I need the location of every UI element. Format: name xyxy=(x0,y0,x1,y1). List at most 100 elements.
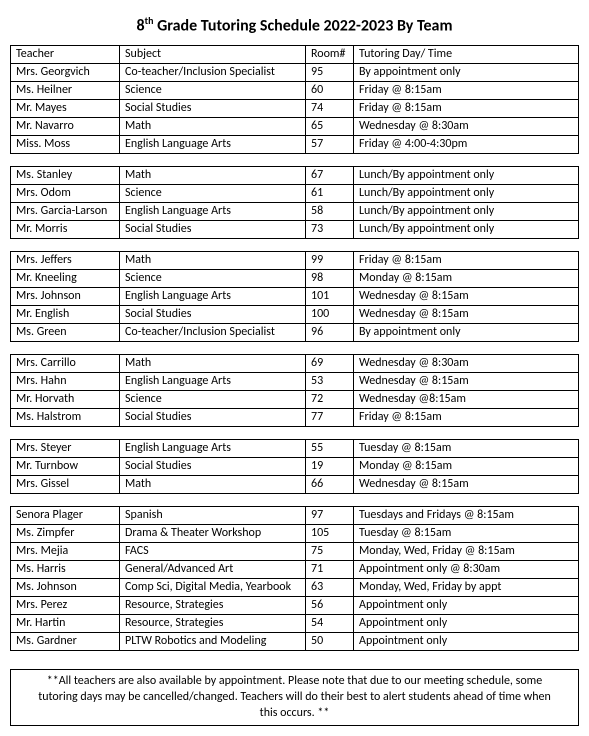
table-cell: 72 xyxy=(306,391,354,409)
table-cell: Friday @ 8:15am xyxy=(354,100,579,118)
table-cell: 74 xyxy=(306,100,354,118)
table-cell: Ms. Zimpfer xyxy=(11,525,120,543)
table-cell: Math xyxy=(120,252,306,270)
table-cell: Ms. Green xyxy=(11,324,120,342)
table-cell: Mr. Kneeling xyxy=(11,270,120,288)
table-cell: 66 xyxy=(306,476,354,494)
table-cell: Lunch/By appointment only xyxy=(354,221,579,239)
group-gap xyxy=(11,239,579,252)
table-cell: 65 xyxy=(306,118,354,136)
table-cell: Mrs. Johnson xyxy=(11,288,120,306)
table-cell: Ms. Gardner xyxy=(11,633,120,651)
table-cell: English Language Arts xyxy=(120,136,306,154)
table-cell: 75 xyxy=(306,543,354,561)
group-gap xyxy=(11,154,579,167)
table-cell: 57 xyxy=(306,136,354,154)
table-row: Mrs. MejiaFACS75Monday, Wed, Friday @ 8:… xyxy=(11,543,579,561)
table-cell: By appointment only xyxy=(354,324,579,342)
table-cell: 73 xyxy=(306,221,354,239)
table-cell: Mrs. Jeffers xyxy=(11,252,120,270)
table-cell: Monday, Wed, Friday @ 8:15am xyxy=(354,543,579,561)
table-cell: Mrs. Carrillo xyxy=(11,355,120,373)
table-cell: 95 xyxy=(306,64,354,82)
table-cell: Friday @ 8:15am xyxy=(354,252,579,270)
table-row: Mrs. SteyerEnglish Language Arts55Tuesda… xyxy=(11,440,579,458)
group-gap xyxy=(11,427,579,440)
table-cell: 61 xyxy=(306,185,354,203)
table-cell: English Language Arts xyxy=(120,288,306,306)
column-header: Room# xyxy=(306,46,354,64)
table-cell: Lunch/By appointment only xyxy=(354,167,579,185)
table-cell: Science xyxy=(120,270,306,288)
table-cell: Friday @ 8:15am xyxy=(354,409,579,427)
table-cell: Appointment only @ 8:30am xyxy=(354,561,579,579)
table-row: Mr. MorrisSocial Studies73Lunch/By appoi… xyxy=(11,221,579,239)
table-cell: 101 xyxy=(306,288,354,306)
table-cell: Lunch/By appointment only xyxy=(354,185,579,203)
table-cell: Wednesday @ 8:15am xyxy=(354,288,579,306)
table-cell: 50 xyxy=(306,633,354,651)
table-row: Mrs. CarrilloMath69Wednesday @ 8:30am xyxy=(11,355,579,373)
table-row: Ms. GreenCo-teacher/Inclusion Specialist… xyxy=(11,324,579,342)
table-cell: Comp Sci, Digital Media, Yearbook xyxy=(120,579,306,597)
table-cell: Resource, Strategies xyxy=(120,615,306,633)
table-cell: Tuesday @ 8:15am xyxy=(354,440,579,458)
table-row: Mr. HartinResource, Strategies54Appointm… xyxy=(11,615,579,633)
table-cell: 53 xyxy=(306,373,354,391)
table-cell: Mrs. Garcia-Larson xyxy=(11,203,120,221)
table-cell: Mr. Turnbow xyxy=(11,458,120,476)
table-cell: Mrs. Perez xyxy=(11,597,120,615)
table-cell: General/Advanced Art xyxy=(120,561,306,579)
table-cell: Lunch/By appointment only xyxy=(354,203,579,221)
table-cell: Mr. Horvath xyxy=(11,391,120,409)
table-cell: 105 xyxy=(306,525,354,543)
table-cell: Ms. Heilner xyxy=(11,82,120,100)
table-cell: Friday @ 4:00-4:30pm xyxy=(354,136,579,154)
table-cell: Math xyxy=(120,167,306,185)
table-cell: Co-teacher/Inclusion Specialist xyxy=(120,64,306,82)
table-row: Mrs. JeffersMath99Friday @ 8:15am xyxy=(11,252,579,270)
table-cell: 54 xyxy=(306,615,354,633)
table-cell: Ms. Johnson xyxy=(11,579,120,597)
column-header: Subject xyxy=(120,46,306,64)
table-cell: Ms. Stanley xyxy=(11,167,120,185)
table-row: Ms. ZimpferDrama & Theater Workshop105Tu… xyxy=(11,525,579,543)
table-cell: 55 xyxy=(306,440,354,458)
table-row: Mrs. GisselMath66Wednesday @ 8:15am xyxy=(11,476,579,494)
table-row: Mr. MayesSocial Studies74Friday @ 8:15am xyxy=(11,100,579,118)
table-cell: Science xyxy=(120,185,306,203)
table-row: Miss. MossEnglish Language Arts57Friday … xyxy=(11,136,579,154)
table-cell: 58 xyxy=(306,203,354,221)
table-cell: 96 xyxy=(306,324,354,342)
table-row: Mr. NavarroMath65Wednesday @ 8:30am xyxy=(11,118,579,136)
title-prefix: 8 xyxy=(137,16,145,35)
table-cell: Wednesday @ 8:15am xyxy=(354,373,579,391)
table-cell: 19 xyxy=(306,458,354,476)
table-row: Mr. KneelingScience98Monday @ 8:15am xyxy=(11,270,579,288)
column-header: Teacher xyxy=(11,46,120,64)
table-cell: 71 xyxy=(306,561,354,579)
table-row: Mr. EnglishSocial Studies100Wednesday @ … xyxy=(11,306,579,324)
page-title: 8th Grade Tutoring Schedule 2022-2023 By… xyxy=(10,14,579,35)
table-cell: Social Studies xyxy=(120,100,306,118)
table-cell: Mr. Morris xyxy=(11,221,120,239)
table-cell: Mr. Navarro xyxy=(11,118,120,136)
table-cell: Mrs. Odom xyxy=(11,185,120,203)
table-cell: 98 xyxy=(306,270,354,288)
table-row: Mrs. Garcia-LarsonEnglish Language Arts5… xyxy=(11,203,579,221)
table-cell: Wednesday @ 8:15am xyxy=(354,306,579,324)
table-cell: Social Studies xyxy=(120,306,306,324)
table-cell: Mrs. Mejia xyxy=(11,543,120,561)
table-cell: Mrs. Georgvich xyxy=(11,64,120,82)
table-cell: Mr. Mayes xyxy=(11,100,120,118)
table-cell: Social Studies xyxy=(120,221,306,239)
table-cell: Wednesday @ 8:30am xyxy=(354,355,579,373)
table-cell: Senora Plager xyxy=(11,507,120,525)
table-cell: Wednesday @ 8:30am xyxy=(354,118,579,136)
table-row: Mr. TurnbowSocial Studies19Monday @ 8:15… xyxy=(11,458,579,476)
table-cell: English Language Arts xyxy=(120,440,306,458)
table-cell: Mrs. Steyer xyxy=(11,440,120,458)
table-cell: 99 xyxy=(306,252,354,270)
table-cell: Mr. Hartin xyxy=(11,615,120,633)
table-cell: Monday @ 8:15am xyxy=(354,458,579,476)
